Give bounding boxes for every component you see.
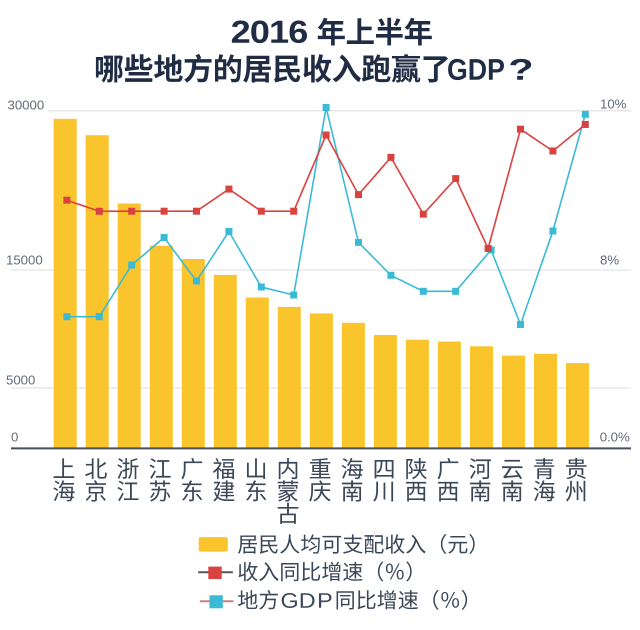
svg-text:15000: 15000 — [6, 252, 43, 267]
svg-text:0: 0 — [11, 430, 18, 445]
svg-text:30000: 30000 — [8, 98, 45, 113]
svg-text:8%: 8% — [600, 252, 619, 267]
svg-text:10%: 10% — [600, 97, 627, 112]
svg-text:0.0%: 0.0% — [600, 430, 630, 445]
svg-text:5000: 5000 — [6, 373, 35, 388]
